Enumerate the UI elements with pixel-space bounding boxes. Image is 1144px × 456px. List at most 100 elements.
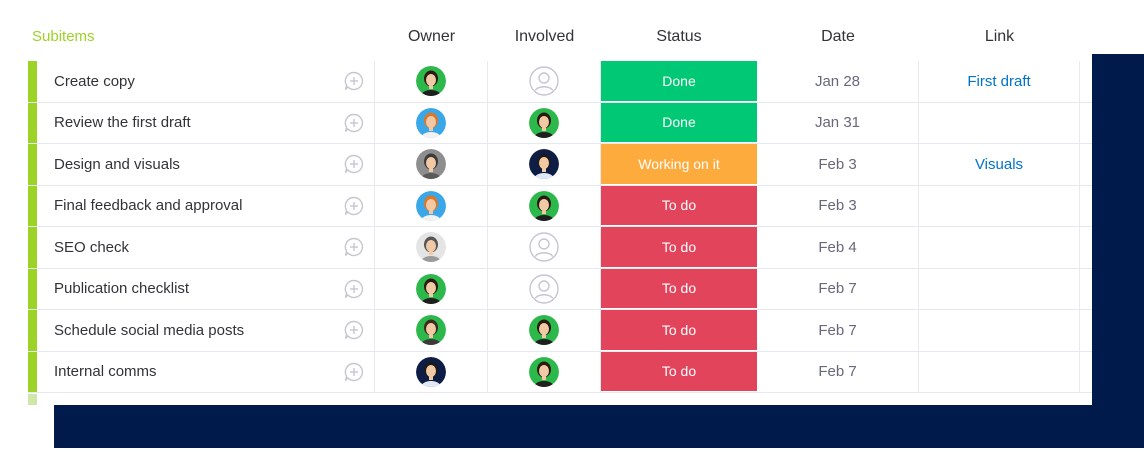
status-label[interactable]: To do xyxy=(601,310,757,350)
link-cell[interactable] xyxy=(919,268,1080,309)
involved-header[interactable]: Involved xyxy=(514,28,575,45)
involved-avatar[interactable] xyxy=(529,315,559,346)
date-header[interactable]: Date xyxy=(821,28,855,45)
owner-cell[interactable] xyxy=(375,102,488,143)
involved-cell[interactable] xyxy=(488,227,601,268)
status-label[interactable]: To do xyxy=(601,227,757,267)
add-update-icon[interactable] xyxy=(343,278,365,300)
link-text[interactable]: First draft xyxy=(967,72,1031,90)
subitem-name[interactable]: Design and visuals xyxy=(54,155,180,173)
add-update-icon[interactable] xyxy=(343,112,365,134)
status-cell[interactable]: Done xyxy=(601,61,757,102)
owner-avatar[interactable] xyxy=(416,232,446,263)
status-cell[interactable]: To do xyxy=(601,227,757,268)
link-cell[interactable] xyxy=(919,185,1080,226)
add-update-icon[interactable] xyxy=(343,319,365,341)
owner-avatar[interactable] xyxy=(416,356,446,387)
subitem-name-cell[interactable]: Design and visuals xyxy=(37,144,375,185)
add-update-icon[interactable] xyxy=(343,236,365,258)
empty-person-icon[interactable] xyxy=(529,274,559,304)
date-cell[interactable]: Feb 7 xyxy=(757,268,919,309)
subitem-row[interactable]: SEO check To do Feb 4 xyxy=(28,227,1092,269)
involved-cell[interactable] xyxy=(488,61,601,102)
subitem-name[interactable]: Review the first draft xyxy=(54,114,191,132)
owner-cell[interactable] xyxy=(375,61,488,102)
add-update-icon[interactable] xyxy=(343,361,365,383)
subitem-name-cell[interactable]: Schedule social media posts xyxy=(37,310,375,351)
subitem-name-cell[interactable]: Final feedback and approval xyxy=(37,185,375,226)
owner-header[interactable]: Owner xyxy=(407,28,456,45)
status-label[interactable]: Working on it xyxy=(601,144,757,184)
owner-cell[interactable] xyxy=(375,185,488,226)
owner-avatar[interactable] xyxy=(416,190,446,221)
link-cell[interactable] xyxy=(919,310,1080,351)
owner-avatar[interactable] xyxy=(416,66,446,97)
add-update-icon[interactable] xyxy=(343,195,365,217)
add-update-icon[interactable] xyxy=(343,153,365,175)
owner-cell[interactable] xyxy=(375,351,488,392)
status-label[interactable]: Done xyxy=(601,61,757,101)
status-label[interactable]: To do xyxy=(601,351,757,391)
subitem-name[interactable]: Schedule social media posts xyxy=(54,321,245,339)
involved-avatar[interactable] xyxy=(529,190,559,221)
involved-cell[interactable] xyxy=(488,185,601,226)
subitem-row[interactable]: Internal comms To do Feb 7 xyxy=(28,351,1092,393)
subitem-name-cell[interactable]: Review the first draft xyxy=(37,102,375,143)
add-update-icon[interactable] xyxy=(343,70,365,92)
date-cell[interactable]: Feb 3 xyxy=(757,144,919,185)
subitem-name-cell[interactable]: SEO check xyxy=(37,227,375,268)
link-cell[interactable] xyxy=(919,351,1080,392)
date-cell[interactable]: Feb 3 xyxy=(757,185,919,226)
subitem-name[interactable]: Publication checklist xyxy=(54,280,190,298)
empty-person-icon[interactable] xyxy=(529,232,559,262)
involved-cell[interactable] xyxy=(488,268,601,309)
status-label[interactable]: Done xyxy=(601,102,757,142)
status-cell[interactable]: To do xyxy=(601,310,757,351)
owner-cell[interactable] xyxy=(375,268,488,309)
link-cell[interactable] xyxy=(919,227,1080,268)
owner-cell[interactable] xyxy=(375,227,488,268)
status-header[interactable]: Status xyxy=(656,28,702,45)
subitem-name[interactable]: SEO check xyxy=(54,238,130,256)
status-cell[interactable]: To do xyxy=(601,185,757,227)
status-cell[interactable]: Done xyxy=(601,102,757,144)
owner-avatar[interactable] xyxy=(416,149,446,180)
subitem-name[interactable]: Final feedback and approval xyxy=(54,197,243,215)
status-label[interactable]: To do xyxy=(601,268,757,308)
subitem-name-cell[interactable]: Publication checklist xyxy=(37,268,375,309)
involved-cell[interactable] xyxy=(488,351,601,392)
owner-cell[interactable] xyxy=(375,144,488,185)
involved-cell[interactable] xyxy=(488,102,601,143)
subitem-row[interactable]: Review the first draft Done Jan 31 xyxy=(28,102,1092,144)
link-cell[interactable]: First draft xyxy=(919,61,1080,102)
date-cell[interactable]: Feb 4 xyxy=(757,227,919,268)
empty-person-icon[interactable] xyxy=(529,66,559,96)
subitem-row[interactable]: Create copy Done Jan 28 First draft xyxy=(28,61,1092,103)
subitem-name-cell[interactable]: Create copy xyxy=(37,61,375,102)
involved-avatar[interactable] xyxy=(529,107,559,138)
subitem-row[interactable]: Final feedback and approval To do Feb 3 xyxy=(28,185,1092,227)
owner-avatar[interactable] xyxy=(416,107,446,138)
owner-cell[interactable] xyxy=(375,310,488,351)
date-cell[interactable]: Jan 31 xyxy=(757,102,919,143)
status-label[interactable]: To do xyxy=(601,185,757,225)
subitem-row[interactable]: Design and visuals Working on it Feb 3 Visu… xyxy=(28,144,1092,186)
status-cell[interactable]: To do xyxy=(601,351,757,393)
date-cell[interactable]: Feb 7 xyxy=(757,351,919,392)
involved-avatar[interactable] xyxy=(529,356,559,387)
link-cell[interactable] xyxy=(919,102,1080,143)
link-cell[interactable]: Visuals xyxy=(919,144,1080,185)
involved-cell[interactable] xyxy=(488,310,601,351)
subitems-header[interactable]: Subitems xyxy=(32,28,95,45)
involved-cell[interactable] xyxy=(488,144,601,185)
subitem-name-cell[interactable]: Internal comms xyxy=(37,351,375,392)
date-cell[interactable]: Feb 7 xyxy=(757,310,919,351)
add-subitem-row-stub[interactable] xyxy=(28,394,37,405)
subitem-row[interactable]: Schedule social media posts To do Feb 7 xyxy=(28,310,1092,352)
subitem-name[interactable]: Internal comms xyxy=(54,363,157,381)
date-cell[interactable]: Jan 28 xyxy=(757,61,919,102)
owner-avatar[interactable] xyxy=(416,315,446,346)
link-header[interactable]: Link xyxy=(984,28,1015,45)
subitem-row[interactable]: Publication checklist To do Feb 7 xyxy=(28,268,1092,310)
involved-avatar[interactable] xyxy=(529,149,559,180)
